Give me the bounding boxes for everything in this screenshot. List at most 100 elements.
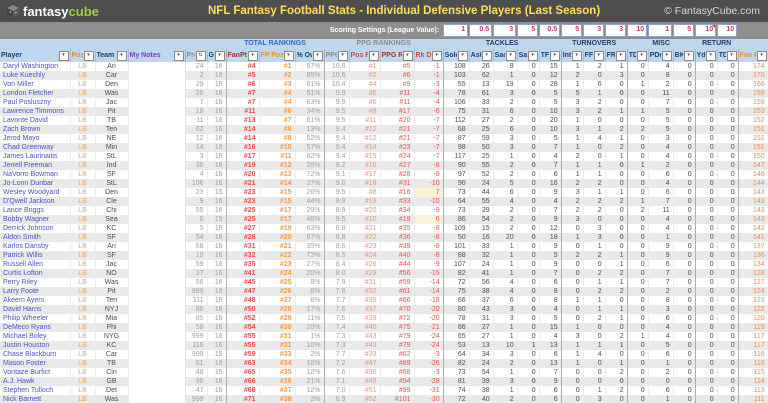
cell-notes[interactable]	[128, 80, 186, 89]
cell-notes[interactable]	[128, 161, 186, 170]
cell-notes[interactable]	[128, 71, 186, 80]
cell-notes[interactable]	[128, 386, 186, 395]
cell-notes[interactable]	[128, 152, 186, 161]
cell-player[interactable]: A.J. Hawk	[0, 377, 71, 386]
filter-dropdown-button-bks[interactable]: ▾	[683, 50, 694, 61]
filter-dropdown-button-fan_pts[interactable]: ▾	[756, 50, 767, 61]
filter-dropdown-button-sac[interactable]: ▾	[505, 50, 516, 61]
cell-notes[interactable]	[128, 62, 186, 71]
cell-player[interactable]: Von Miller	[0, 80, 71, 89]
cell-player[interactable]: Luke Kuechly	[0, 71, 71, 80]
cell-player[interactable]: Bobby Wagner	[0, 215, 71, 224]
cell-player[interactable]: Aldon Smith	[0, 233, 71, 242]
cell-player[interactable]: Wesley Woodyard	[0, 188, 71, 197]
cell-notes[interactable]	[128, 287, 186, 296]
cell-notes[interactable]	[128, 350, 186, 359]
cell-notes[interactable]	[128, 395, 186, 403]
filter-dropdown-button-saf[interactable]: ▾	[527, 50, 538, 61]
cell-notes[interactable]	[128, 170, 186, 179]
cell-player[interactable]: Derrick Johnson	[0, 224, 71, 233]
filter-dropdown-button-yds[interactable]: ▾	[705, 50, 716, 61]
cell-player[interactable]: Perry Riley	[0, 278, 71, 287]
filter-dropdown-button-solo[interactable]: ▾	[457, 50, 468, 61]
cell-player[interactable]: Chad Greenway	[0, 143, 71, 152]
cell-player[interactable]: Zach Brown	[0, 125, 71, 134]
cell-player[interactable]: London Fletcher	[0, 89, 71, 98]
cell-player[interactable]: Russell Allen	[0, 260, 71, 269]
scoring-setting-input[interactable]: 1	[648, 24, 673, 37]
cell-player[interactable]: James Laurinaitis	[0, 152, 71, 161]
cell-notes[interactable]	[128, 260, 186, 269]
cell-notes[interactable]	[128, 107, 186, 116]
scoring-setting-input[interactable]: 0.5	[469, 24, 493, 37]
cell-notes[interactable]	[128, 305, 186, 314]
filter-dropdown-button-fanpts_rk[interactable]: ▾	[247, 50, 258, 61]
cell-player[interactable]: Akeem Ayers	[0, 296, 71, 305]
filter-dropdown-button-notes[interactable]: ▾	[173, 50, 184, 61]
cell-notes[interactable]	[128, 179, 186, 188]
filter-dropdown-button-tfl[interactable]: ▾	[549, 50, 560, 61]
fantasycube-logo[interactable]: fantasycube	[0, 4, 144, 19]
cell-player[interactable]: Lawrence Timmons	[0, 107, 71, 116]
filter-dropdown-button-ppg_rk[interactable]: ▾	[402, 50, 413, 61]
cell-notes[interactable]	[128, 377, 186, 386]
cell-notes[interactable]	[128, 206, 186, 215]
cell-notes[interactable]	[128, 323, 186, 332]
cell-player[interactable]: Lance Briggs	[0, 206, 71, 215]
cell-notes[interactable]	[128, 125, 186, 134]
sort-filter-button-proj[interactable]: ⇅	[195, 50, 206, 61]
cell-notes[interactable]	[128, 98, 186, 107]
cell-player[interactable]: David Harris	[0, 305, 71, 314]
scoring-setting-input[interactable]: 10	[695, 24, 717, 37]
cell-player[interactable]: Curtis Lofton	[0, 269, 71, 278]
cell-player[interactable]: D'Qwell Jackson	[0, 197, 71, 206]
scoring-setting-input[interactable]: 0.5	[539, 24, 561, 37]
cell-notes[interactable]	[128, 278, 186, 287]
scoring-setting-input[interactable]: 3	[583, 24, 605, 37]
cell-player[interactable]: Michael Boley	[0, 332, 71, 341]
cell-player[interactable]: Paul Posluszny	[0, 98, 71, 107]
scoring-setting-input[interactable]: 5	[673, 24, 695, 37]
cell-player[interactable]: Jerrell Freeman	[0, 161, 71, 170]
cell-player[interactable]: Karlos Dansby	[0, 242, 71, 251]
cell-notes[interactable]	[128, 215, 186, 224]
filter-dropdown-button-pdef[interactable]: ▾	[661, 50, 672, 61]
cell-notes[interactable]	[128, 143, 186, 152]
filter-dropdown-button-fppos_rk[interactable]: ▾	[283, 50, 294, 61]
filter-dropdown-button-ffu[interactable]: ▾	[593, 50, 604, 61]
cell-notes[interactable]	[128, 224, 186, 233]
cell-notes[interactable]	[128, 134, 186, 143]
cell-player[interactable]: Mason Foster	[0, 359, 71, 368]
filter-dropdown-button-fre[interactable]: ▾	[615, 50, 626, 61]
cell-player[interactable]: Philip Wheeler	[0, 314, 71, 323]
cell-notes[interactable]	[128, 251, 186, 260]
filter-dropdown-button-gp[interactable]: ▾	[214, 50, 225, 61]
cell-notes[interactable]	[128, 332, 186, 341]
cell-notes[interactable]	[128, 341, 186, 350]
scoring-setting-input[interactable]: 5	[517, 24, 539, 37]
filter-dropdown-button-ast[interactable]: ▾	[481, 50, 492, 61]
cell-notes[interactable]	[128, 89, 186, 98]
cell-player[interactable]: Vontaze Burfict	[0, 368, 71, 377]
scoring-setting-input[interactable]: 3	[493, 24, 517, 37]
cell-notes[interactable]	[128, 197, 186, 206]
cell-notes[interactable]	[128, 242, 186, 251]
cell-notes[interactable]	[128, 368, 186, 377]
cell-notes[interactable]	[128, 359, 186, 368]
cell-notes[interactable]	[128, 233, 186, 242]
cell-notes[interactable]	[128, 269, 186, 278]
cell-player[interactable]: Justin Houston	[0, 341, 71, 350]
cell-player[interactable]: Lavonte David	[0, 116, 71, 125]
cell-player[interactable]: Stephen Tulloch	[0, 386, 71, 395]
cell-player[interactable]: Daryl Washington	[0, 62, 71, 71]
cell-notes[interactable]	[128, 314, 186, 323]
cell-player[interactable]: Patrick Willis	[0, 251, 71, 260]
filter-dropdown-button-td_m[interactable]: ▾	[636, 50, 647, 61]
cell-notes[interactable]	[128, 188, 186, 197]
filter-dropdown-button-team[interactable]: ▾	[116, 50, 127, 61]
cell-notes[interactable]	[128, 116, 186, 125]
filter-dropdown-button-player[interactable]: ▾	[58, 50, 69, 61]
filter-dropdown-button-td_r[interactable]: ▾	[726, 50, 737, 61]
scoring-setting-input[interactable]: 3	[605, 24, 627, 37]
scoring-setting-input[interactable]: 1	[443, 24, 469, 37]
